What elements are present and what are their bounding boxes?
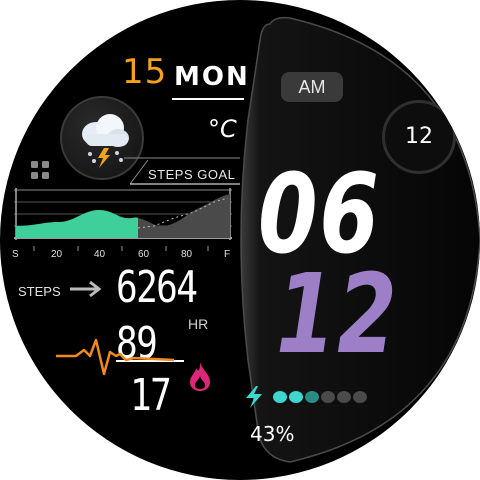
axis-ticks — [33, 246, 209, 251]
axis-label-40: 40 — [94, 249, 106, 260]
minute-display: 12 — [276, 250, 399, 378]
axis-label-60: 60 — [138, 249, 150, 260]
flame-icon — [190, 362, 210, 391]
steps-goal-chart — [14, 188, 232, 240]
date-weekday: MON — [174, 62, 250, 92]
battery-indicator — [246, 386, 367, 408]
ampm-indicator: AM — [281, 72, 343, 102]
steps-goal-bracket — [124, 157, 240, 185]
heart-rate-label: HR — [188, 316, 209, 332]
date-day: 15 — [122, 52, 168, 92]
battery-dot-1 — [273, 391, 287, 403]
battery-dot-5 — [337, 391, 351, 403]
arrow-right-icon — [70, 280, 102, 298]
steps-goal-label: STEPS GOAL — [148, 167, 236, 182]
calories-value[interactable]: 17 — [130, 370, 172, 421]
battery-percent: 43% — [250, 422, 295, 446]
date-underline — [172, 98, 244, 100]
hour-display: 06 — [258, 150, 381, 278]
battery-dot-4 — [321, 391, 335, 403]
heartbeat-icon — [56, 338, 175, 376]
axis-label-f: F — [224, 249, 231, 260]
axis-label-s: S — [12, 249, 19, 260]
battery-dot-2 — [289, 391, 303, 403]
steps-label: STEPS — [18, 284, 61, 299]
apps-grid-icon[interactable] — [30, 160, 52, 182]
steps-value[interactable]: 6264 — [116, 262, 198, 313]
axis-label-20: 20 — [51, 249, 63, 260]
axis-label-80: 80 — [181, 249, 193, 260]
heart-rate-underline — [116, 360, 184, 362]
thunderstorm-icon — [82, 114, 129, 168]
lightning-icon — [246, 386, 262, 408]
battery-dot-3 — [305, 391, 319, 403]
weather-widget[interactable] — [60, 96, 144, 180]
seconds-display: 12 — [382, 100, 456, 174]
battery-dot-6 — [353, 391, 367, 403]
temperature-unit: °C — [208, 115, 237, 143]
